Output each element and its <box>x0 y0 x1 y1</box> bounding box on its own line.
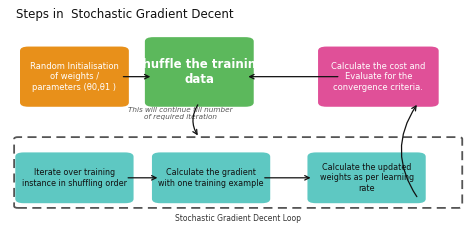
FancyBboxPatch shape <box>20 47 129 107</box>
Text: Random Initialisation
of weights /
parameters (θ0,θ1 ): Random Initialisation of weights / param… <box>30 62 119 92</box>
Text: Calculate the gradient
with one training example: Calculate the gradient with one training… <box>158 168 264 188</box>
FancyBboxPatch shape <box>318 47 438 107</box>
Text: Iterate over training
instance in shuffling order: Iterate over training instance in shuffl… <box>22 168 127 188</box>
Text: Steps in  Stochastic Gradient Decent: Steps in Stochastic Gradient Decent <box>16 8 233 21</box>
Text: This will continue till number
of required iteration: This will continue till number of requir… <box>128 107 233 120</box>
FancyBboxPatch shape <box>15 152 134 203</box>
Text: Stochastic Gradient Decent Loop: Stochastic Gradient Decent Loop <box>175 214 301 223</box>
FancyBboxPatch shape <box>145 37 254 107</box>
Text: Calculate the cost and
Evaluate for the
convergence criteria.: Calculate the cost and Evaluate for the … <box>331 62 426 92</box>
FancyBboxPatch shape <box>152 152 270 203</box>
Text: Calculate the updated
weights as per learning
rate: Calculate the updated weights as per lea… <box>319 163 414 193</box>
FancyBboxPatch shape <box>308 152 426 203</box>
Text: Shuffle the training
data: Shuffle the training data <box>134 58 264 86</box>
